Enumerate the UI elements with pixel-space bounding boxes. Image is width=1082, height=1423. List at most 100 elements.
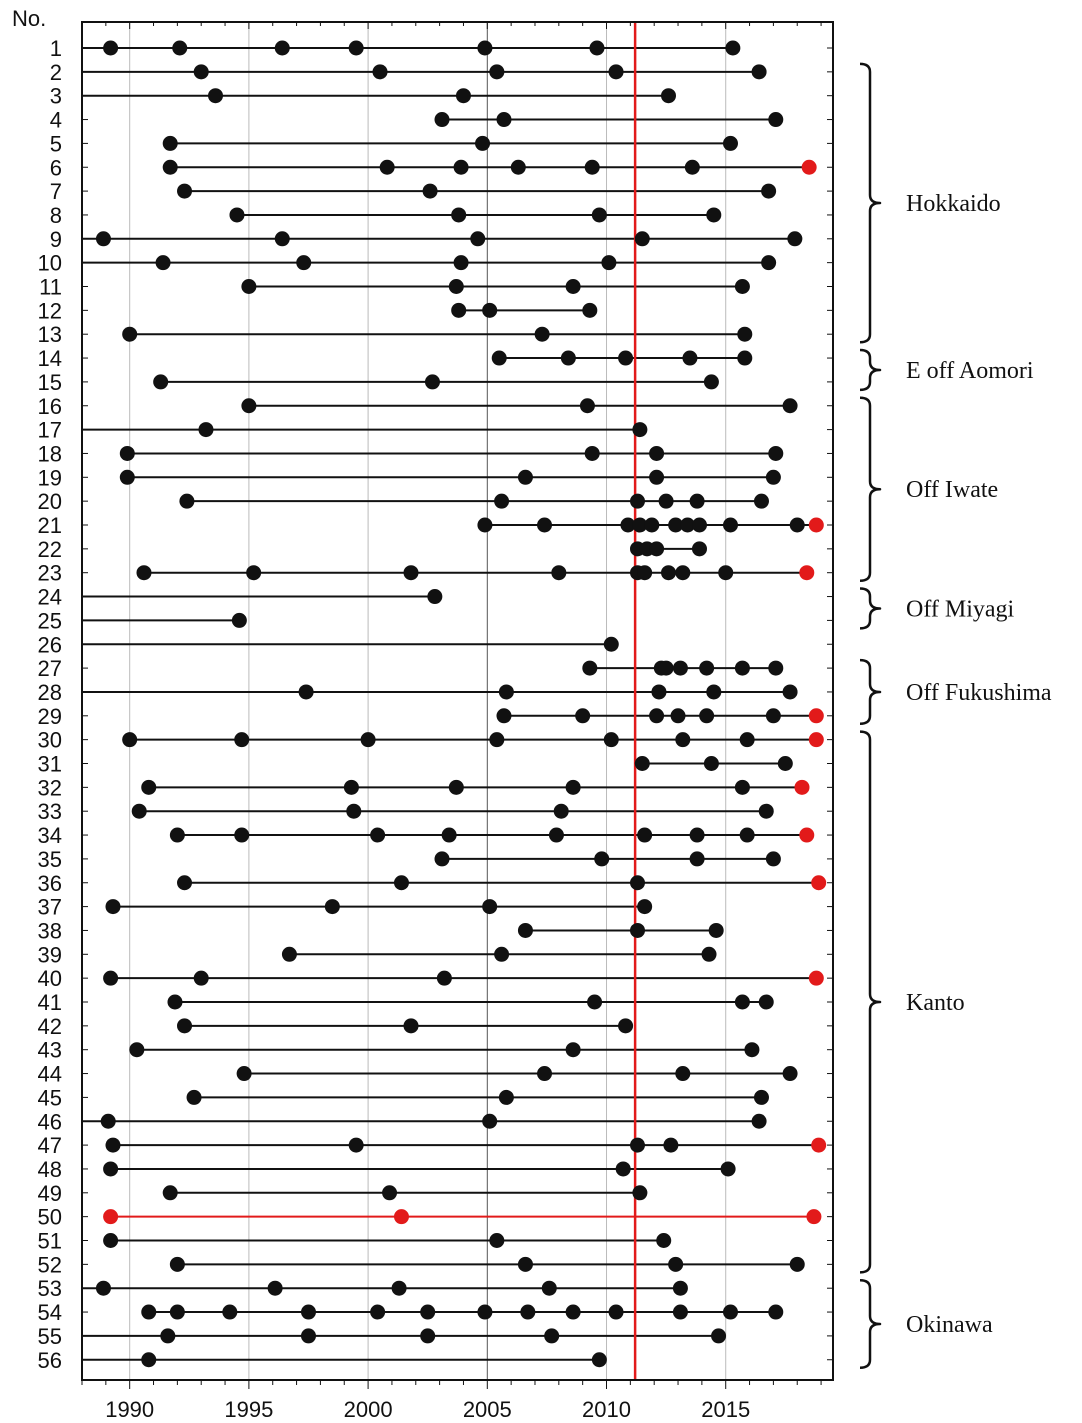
event-dot-30-3	[360, 732, 376, 748]
row-label-42: 42	[38, 1014, 62, 1039]
event-dot-32-4	[565, 779, 581, 795]
event-dot-20-3	[630, 493, 646, 509]
row-label-4: 4	[50, 108, 62, 133]
event-dot-47-5	[811, 1137, 827, 1153]
event-dot-54-12	[722, 1304, 738, 1320]
row-label-45: 45	[38, 1085, 62, 1110]
event-dot-18-4	[768, 445, 784, 461]
bracket-off-fukushima	[859, 658, 882, 726]
event-dot-8-4	[706, 207, 722, 223]
event-dot-19-4	[765, 469, 781, 485]
row-label-13: 13	[38, 322, 62, 347]
event-dot-32-3	[448, 779, 464, 795]
event-dot-43-3	[744, 1042, 760, 1058]
event-dot-34-2	[234, 827, 250, 843]
bracket-e-off-aomori	[859, 348, 882, 392]
row-label-50: 50	[38, 1205, 62, 1230]
event-dot-33-1	[131, 803, 147, 819]
event-dot-15-3	[703, 374, 719, 390]
event-dot-10-5	[761, 255, 777, 271]
event-dot-38-1	[517, 922, 533, 938]
event-dot-18-2	[584, 445, 600, 461]
row-label-25: 25	[38, 608, 62, 633]
event-dot-29-7	[808, 708, 824, 724]
event-dot-54-5	[370, 1304, 386, 1320]
event-dot-9-1	[95, 231, 111, 247]
event-dot-3-2	[455, 88, 471, 104]
event-dot-23-7	[660, 565, 676, 581]
event-dot-15-1	[153, 374, 169, 390]
event-dot-44-4	[782, 1066, 798, 1082]
event-dot-15-2	[424, 374, 440, 390]
event-dot-6-2	[379, 159, 395, 175]
event-dot-12-2	[482, 302, 498, 318]
row-label-21: 21	[38, 513, 62, 538]
row-label-23: 23	[38, 561, 62, 586]
event-dot-50-3	[806, 1209, 822, 1225]
event-dot-38-3	[708, 922, 724, 938]
event-dot-46-3	[751, 1113, 767, 1129]
event-dot-45-2	[498, 1089, 514, 1105]
event-dot-29-5	[699, 708, 715, 724]
event-dot-11-1	[241, 279, 257, 294]
event-dot-34-5	[548, 827, 564, 843]
row-label-10: 10	[38, 251, 62, 276]
vertical-grid	[129, 22, 727, 1380]
row-label-28: 28	[38, 680, 62, 705]
event-dot-14-5	[737, 350, 753, 366]
event-dot-29-3	[649, 708, 665, 724]
row-label-31: 31	[38, 752, 62, 777]
event-dot-2-4	[608, 64, 624, 80]
row-label-35: 35	[38, 847, 62, 872]
event-dot-21-1	[477, 517, 493, 533]
event-dot-18-1	[119, 445, 135, 461]
event-dot-49-2	[382, 1185, 398, 1201]
event-dot-29-1	[496, 708, 512, 724]
event-dot-32-6	[794, 779, 810, 795]
event-dot-5-2	[475, 135, 491, 151]
event-dot-52-4	[789, 1256, 805, 1272]
event-dot-25-1	[231, 612, 247, 628]
event-dot-6-4	[510, 159, 526, 175]
event-dot-27-1	[582, 660, 598, 676]
event-dot-48-3	[720, 1161, 736, 1177]
event-dot-30-1	[122, 732, 138, 748]
event-dot-34-6	[637, 827, 653, 843]
event-dot-38-2	[630, 922, 646, 938]
event-dot-21-8	[691, 517, 707, 533]
event-dot-28-1	[298, 684, 314, 700]
event-dot-19-3	[649, 469, 665, 485]
event-dot-36-3	[630, 875, 646, 891]
event-dot-6-7	[801, 159, 817, 175]
row-label-19: 19	[38, 465, 62, 490]
row-label-48: 48	[38, 1157, 62, 1182]
y-axis: No. 123456789101112131415161718192021222…	[12, 6, 62, 1373]
event-dot-49-1	[162, 1185, 178, 1201]
row-label-54: 54	[38, 1300, 62, 1325]
event-dot-27-3	[658, 660, 674, 676]
event-dot-54-8	[520, 1304, 536, 1320]
event-dot-53-4	[541, 1280, 557, 1296]
row-label-16: 16	[38, 394, 62, 419]
event-dot-7-2	[422, 183, 438, 199]
event-dot-23-8	[675, 565, 691, 581]
event-dot-54-7	[477, 1304, 493, 1320]
event-dot-9-4	[634, 231, 650, 247]
event-dot-6-3	[453, 159, 469, 175]
event-dot-31-2	[703, 756, 719, 771]
row-label-8: 8	[50, 203, 62, 228]
row-label-53: 53	[38, 1276, 62, 1301]
event-dot-9-3	[470, 231, 486, 247]
row-label-24: 24	[38, 585, 62, 610]
event-dot-42-2	[403, 1018, 419, 1034]
event-dot-47-1	[105, 1137, 121, 1153]
event-dot-47-2	[348, 1137, 364, 1153]
event-dot-1-3	[274, 40, 290, 56]
row-label-6: 6	[50, 155, 62, 180]
event-dot-26-1	[603, 636, 619, 652]
event-dot-45-1	[186, 1089, 202, 1105]
bracket-kanto	[859, 730, 882, 1274]
event-dot-23-3	[403, 565, 419, 581]
x-axis: 1990 1995 2000 2005 2010 2015	[81, 22, 822, 1422]
event-dot-12-3	[582, 302, 598, 318]
